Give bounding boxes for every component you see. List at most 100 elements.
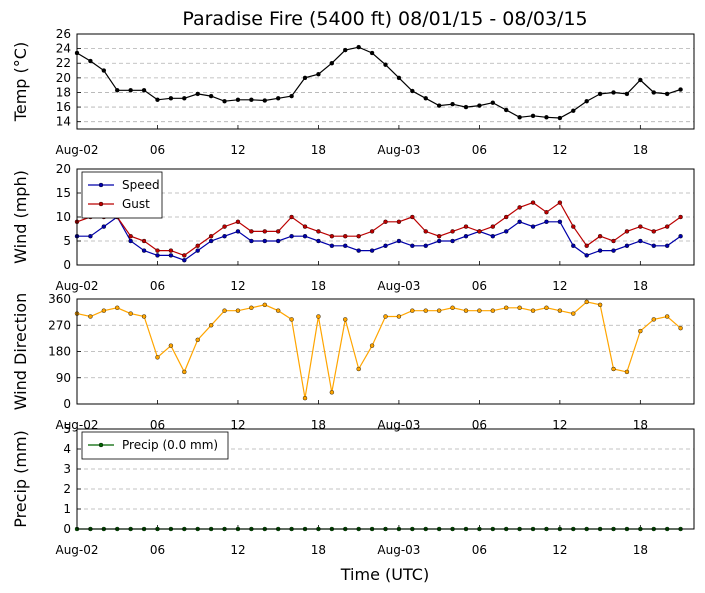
data-point-direction — [410, 308, 415, 313]
data-point-gust — [450, 229, 455, 234]
data-point-speed — [128, 238, 133, 244]
data-point-speed — [436, 238, 442, 244]
data-point-speed — [517, 219, 522, 225]
x-tick-label: 18 — [633, 543, 648, 557]
y-tick-label: 14 — [56, 115, 71, 129]
data-point-gust — [383, 219, 388, 225]
data-point-speed — [597, 248, 603, 253]
x-tick-label: 12 — [230, 543, 245, 557]
data-point-direction — [638, 328, 643, 334]
x-tick-label: 12 — [552, 543, 567, 557]
data-point-direction — [141, 314, 147, 319]
data-point-gust — [275, 229, 281, 234]
data-point-gust — [557, 200, 563, 205]
y-tick-label: 90 — [56, 371, 71, 385]
data-point-speed — [168, 253, 174, 258]
data-point-temp — [571, 108, 576, 113]
data-point-speed — [88, 233, 93, 239]
series-speed — [74, 214, 683, 263]
data-point-temp — [262, 98, 267, 103]
data-point-gust — [356, 233, 361, 239]
x-axis-label: Time (UTC) — [340, 565, 429, 584]
data-point-temp — [463, 104, 469, 110]
y-tick-label: 18 — [56, 85, 71, 99]
data-point-direction — [168, 343, 174, 348]
data-point-gust — [651, 229, 656, 234]
data-point-speed — [624, 243, 630, 249]
y-tick-label: 20 — [56, 162, 71, 176]
data-point-temp — [651, 90, 656, 95]
x-tick-label: 18 — [311, 143, 326, 157]
y-tick-label: 10 — [56, 210, 71, 224]
x-tick-label: 06 — [472, 418, 487, 432]
data-point-gust — [571, 224, 576, 229]
data-point-direction — [611, 366, 616, 372]
data-point-speed — [329, 243, 335, 249]
data-point-gust — [289, 214, 294, 220]
x-tick-label: Aug-03 — [377, 279, 420, 293]
data-point-speed — [275, 238, 281, 244]
data-point-temp — [302, 75, 308, 81]
x-tick-label: 06 — [472, 543, 487, 557]
data-point-direction — [115, 305, 120, 310]
data-point-direction — [195, 337, 200, 343]
data-point-temp — [329, 61, 335, 66]
data-point-gust — [141, 238, 147, 244]
data-point-direction — [530, 308, 536, 313]
data-point-speed — [195, 248, 200, 253]
data-point-speed — [316, 238, 321, 244]
x-tick-label: 18 — [633, 418, 648, 432]
data-point-gust — [249, 229, 254, 234]
data-point-temp — [343, 47, 348, 53]
data-point-gust — [678, 214, 683, 220]
data-point-speed — [463, 233, 469, 239]
x-tick-label: 18 — [633, 279, 648, 293]
data-point-direction — [504, 305, 509, 310]
x-tick-label: 06 — [150, 543, 165, 557]
data-point-direction — [275, 308, 281, 313]
data-point-speed — [423, 243, 428, 249]
data-point-gust — [423, 229, 428, 234]
figure-title: Paradise Fire (5400 ft) 08/01/15 - 08/03… — [182, 8, 587, 30]
legend-label-precip: Precip (0.0 mm) — [122, 438, 218, 452]
y-tick-label: 270 — [48, 318, 71, 332]
x-tick-label: 12 — [230, 418, 245, 432]
data-point-speed — [383, 243, 388, 249]
data-point-temp — [115, 88, 120, 93]
data-point-speed — [302, 233, 308, 239]
data-point-gust — [155, 248, 160, 253]
data-point-temp — [490, 100, 496, 105]
x-tick-label: 18 — [311, 543, 326, 557]
y-axis-label: Wind (mph) — [11, 170, 30, 264]
data-point-direction — [101, 308, 107, 313]
x-tick-label: 12 — [552, 279, 567, 293]
x-tick-label: 06 — [472, 279, 487, 293]
data-point-gust — [597, 233, 603, 239]
data-point-temp — [624, 91, 630, 97]
x-tick-label: Aug-02 — [55, 279, 98, 293]
data-point-direction — [423, 308, 428, 313]
data-point-gust — [517, 205, 522, 210]
data-point-gust — [624, 229, 630, 234]
data-point-temp — [369, 50, 375, 56]
data-point-speed — [638, 238, 643, 244]
y-tick-label: 180 — [48, 345, 71, 359]
data-point-speed — [182, 258, 187, 263]
data-point-direction — [490, 308, 496, 313]
y-axis-label: Precip (mm) — [11, 430, 30, 528]
data-point-direction — [584, 299, 589, 305]
y-tick-label: 20 — [56, 71, 71, 85]
data-point-gust — [436, 233, 442, 239]
data-point-speed — [289, 233, 294, 239]
plot-frame — [76, 298, 695, 405]
data-point-temp — [235, 97, 241, 102]
data-point-gust — [195, 243, 200, 249]
data-point-temp — [638, 77, 643, 83]
x-tick-label: 06 — [150, 279, 165, 293]
data-point-speed — [222, 233, 227, 239]
data-point-direction — [369, 343, 375, 348]
data-point-speed — [369, 248, 375, 253]
data-point-speed — [356, 248, 361, 253]
y-tick-label: 0 — [63, 258, 71, 272]
